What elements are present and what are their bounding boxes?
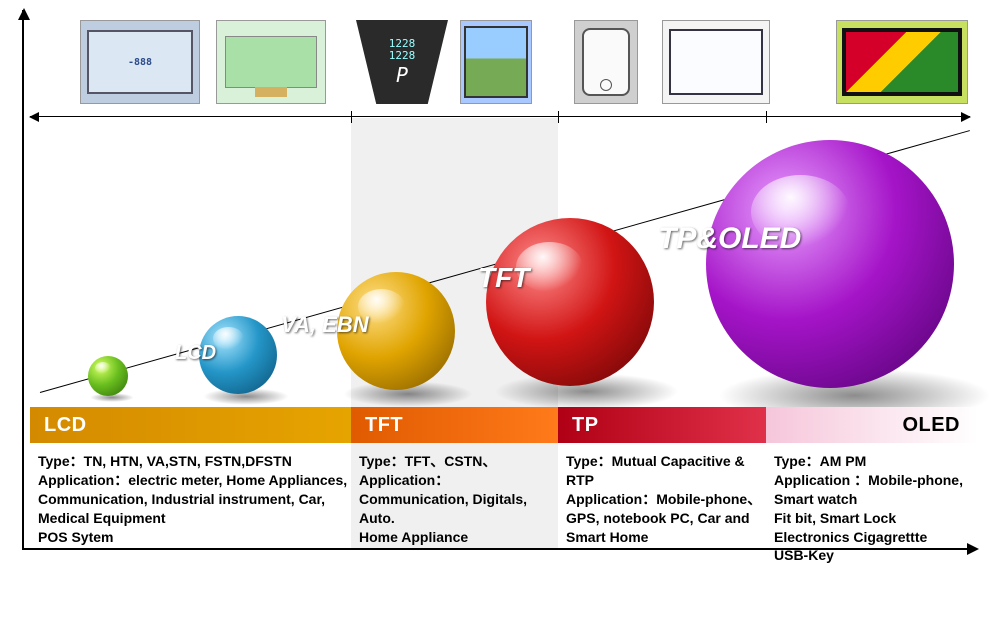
category-band-oled: OLED: [766, 407, 978, 443]
ball-small-green: [88, 356, 128, 396]
thumb-lcd-module: -888: [80, 20, 200, 104]
bracket-tick: [351, 111, 352, 123]
bracket-tick: [558, 111, 559, 123]
category-band-tft: TFT: [351, 407, 558, 443]
category-title: OLED: [902, 414, 960, 436]
bracket-tick: [766, 111, 767, 123]
ball-lcd: [199, 316, 277, 394]
section-bracket: [30, 116, 970, 117]
thumb-tp-glass: [662, 20, 770, 104]
category-band-lcd: LCD: [30, 407, 351, 443]
category-title: LCD: [44, 414, 87, 436]
thumb-tp-phone: [574, 20, 638, 104]
ball-tp-oled: [706, 140, 954, 388]
thumb-tft-screen: [460, 20, 532, 104]
category-desc-oled: Type：AM PM Application ：Mobile-phone, Sm…: [774, 452, 976, 565]
y-axis: [22, 10, 24, 550]
category-desc-tp: Type：Mutual Capacitive & RTP Application…: [566, 452, 764, 546]
thumb-lcd-panel: [216, 20, 326, 104]
thumb-oled: [836, 20, 968, 104]
category-title: TP: [572, 414, 599, 436]
bracket-cap-right: [961, 112, 971, 122]
category-desc-tft: Type：TFT、CSTN、 Application：Communication…: [359, 452, 556, 546]
category-desc-lcd: Type：TN, HTN, VA,STN, FSTN,DFSTN Applica…: [38, 452, 349, 546]
category-title: TFT: [365, 414, 403, 436]
infographic-stage: -88812281228P LCDVA, EBNTFTTP&OLED LCDTF…: [0, 0, 1000, 629]
thumb-va-dash: 12281228P: [356, 20, 448, 104]
category-band-tp: TP: [558, 407, 766, 443]
ball-va-ebn: [337, 272, 455, 390]
bracket-cap-left: [29, 112, 39, 122]
ball-tft: [486, 218, 654, 386]
